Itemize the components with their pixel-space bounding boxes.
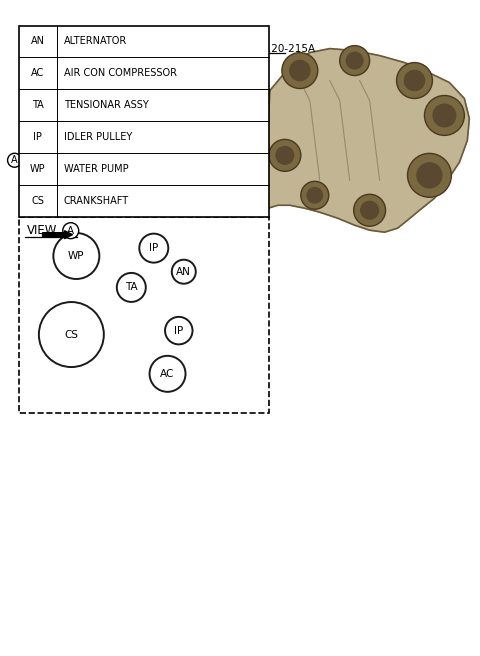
Circle shape [404, 70, 425, 91]
Text: A: A [67, 226, 74, 236]
Text: A: A [11, 155, 18, 165]
Text: TENSIONAR ASSY: TENSIONAR ASSY [64, 100, 148, 110]
Circle shape [150, 180, 181, 211]
Circle shape [63, 222, 79, 239]
Circle shape [150, 356, 186, 392]
Text: WP: WP [30, 164, 46, 174]
Circle shape [354, 194, 385, 226]
Circle shape [117, 273, 146, 302]
Circle shape [269, 140, 301, 171]
Circle shape [139, 234, 168, 262]
Text: AC: AC [31, 68, 45, 78]
Text: WP: WP [68, 251, 84, 261]
Bar [19, 216, 269, 413]
Circle shape [306, 187, 323, 203]
Text: AN: AN [31, 37, 45, 47]
Circle shape [38, 133, 83, 176]
Text: ALTERNATOR: ALTERNATOR [64, 37, 127, 47]
Text: CS: CS [64, 329, 78, 340]
Text: FR.: FR. [23, 228, 43, 241]
Circle shape [95, 75, 106, 87]
Circle shape [39, 302, 104, 367]
Circle shape [172, 260, 196, 283]
Text: 1140ME: 1140ME [134, 282, 170, 291]
Circle shape [301, 181, 329, 209]
Text: AIR CON COMPRESSOR: AIR CON COMPRESSOR [64, 68, 177, 78]
Text: 25281: 25281 [169, 272, 197, 281]
Polygon shape [258, 49, 469, 238]
Circle shape [282, 52, 318, 89]
Text: TA: TA [125, 283, 138, 293]
Text: VIEW: VIEW [27, 224, 57, 237]
Circle shape [424, 96, 464, 135]
Text: CRANKSHAFT: CRANKSHAFT [64, 195, 129, 206]
Circle shape [360, 201, 379, 220]
Circle shape [289, 60, 311, 81]
Circle shape [276, 146, 294, 165]
Text: WATER PUMP: WATER PUMP [64, 164, 128, 174]
Circle shape [161, 191, 170, 200]
Circle shape [53, 233, 99, 279]
Text: 1339GA: 1339GA [103, 47, 139, 56]
Text: AC: AC [160, 369, 175, 379]
FancyArrow shape [43, 231, 72, 239]
FancyArrow shape [22, 163, 35, 173]
Bar [19, 26, 269, 216]
Text: IDLER PULLEY: IDLER PULLEY [64, 132, 132, 142]
Text: REF.20-215A: REF.20-215A [250, 43, 315, 54]
Text: IP: IP [174, 325, 183, 336]
Circle shape [165, 317, 192, 344]
Text: IP: IP [34, 132, 42, 142]
Circle shape [54, 148, 67, 161]
Circle shape [416, 162, 443, 188]
Circle shape [346, 52, 364, 70]
Circle shape [8, 154, 22, 167]
Text: TA: TA [32, 100, 44, 110]
Circle shape [408, 154, 451, 197]
Circle shape [340, 46, 370, 75]
Text: CS: CS [31, 195, 44, 206]
Text: AN: AN [176, 267, 191, 277]
Text: 25212A: 25212A [157, 47, 192, 56]
Text: 25287P: 25287P [19, 134, 52, 143]
Circle shape [432, 104, 456, 127]
Text: IP: IP [149, 243, 158, 253]
Text: 1338BB: 1338BB [103, 57, 138, 66]
Circle shape [396, 62, 432, 98]
